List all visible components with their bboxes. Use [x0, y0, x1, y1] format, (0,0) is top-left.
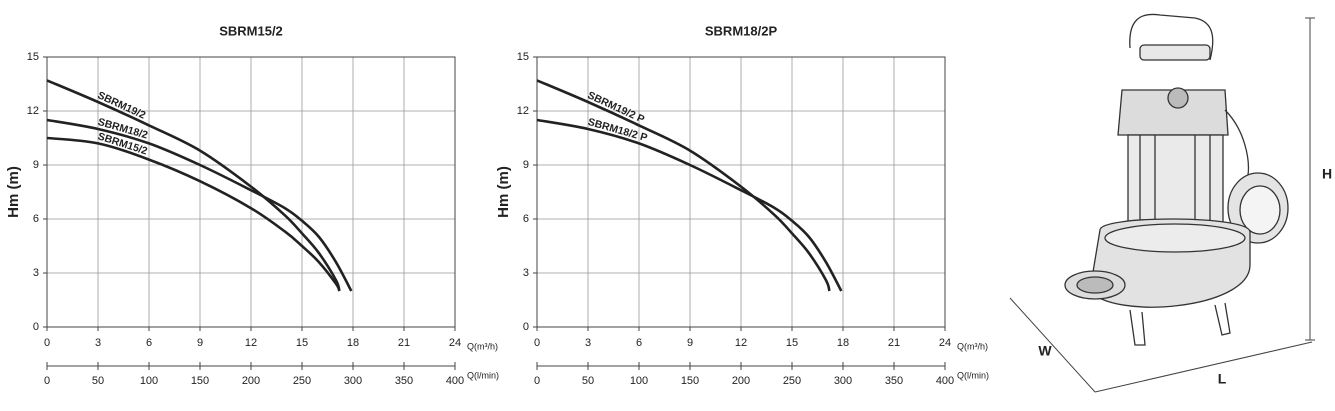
x-axis-label: Q(m³/h)	[957, 341, 988, 351]
x2-tick-label: 400	[936, 375, 954, 387]
x2-tick-label: 150	[191, 375, 209, 387]
x2-tick-label: 0	[44, 375, 50, 387]
x-tick-label: 6	[636, 337, 642, 349]
x-tick-label: 6	[146, 337, 152, 349]
dimension-lines	[1009, 17, 1315, 393]
y-tick-label: 3	[523, 267, 529, 279]
x2-tick-label: 0	[534, 375, 540, 387]
dimension-label: H	[1322, 166, 1332, 182]
x-tick-label: 18	[837, 337, 849, 349]
y-tick-label: 9	[523, 159, 529, 171]
plot-frame	[46, 56, 456, 328]
series-line	[46, 79, 341, 292]
y-tick-label: 0	[523, 321, 529, 333]
x2-tick-label: 300	[344, 375, 362, 387]
series-line	[536, 118, 843, 292]
x2-tick-label: 100	[630, 375, 648, 387]
x2-axis-label: Q(l/min)	[957, 370, 989, 380]
pump-drawing	[1064, 13, 1289, 346]
y-tick-label: 15	[517, 51, 529, 63]
series-line	[46, 118, 353, 292]
series-line	[46, 136, 341, 292]
x-axis-label: Q(m³/h)	[467, 341, 498, 351]
x2-tick-label: 300	[834, 375, 852, 387]
chart-title: SBRM18/2P	[705, 23, 778, 38]
x-tick-label: 12	[735, 337, 747, 349]
y-tick-label: 3	[33, 267, 39, 279]
dimension-label: W	[1038, 343, 1052, 359]
x2-tick-label: 50	[582, 375, 594, 387]
y-axis-label: Hm (m)	[495, 166, 512, 218]
x-tick-label: 12	[245, 337, 257, 349]
x2-tick-label: 350	[395, 375, 413, 387]
x-tick-label: 3	[585, 337, 591, 349]
x-tick-label: 21	[398, 337, 410, 349]
x-tick-label: 24	[449, 337, 461, 349]
x-tick-label: 24	[939, 337, 951, 349]
x-tick-label: 21	[888, 337, 900, 349]
x2-tick-label: 200	[732, 375, 750, 387]
x2-tick-label: 350	[885, 375, 903, 387]
x2-axis-label: Q(l/min)	[467, 370, 499, 380]
y-tick-label: 12	[27, 105, 39, 117]
x2-tick-label: 250	[293, 375, 311, 387]
x2-tick-label: 400	[446, 375, 464, 387]
x-tick-label: 0	[534, 337, 540, 349]
y-tick-label: 15	[27, 51, 39, 63]
y-tick-label: 6	[523, 213, 529, 225]
x-tick-label: 18	[347, 337, 359, 349]
x2-tick-label: 250	[783, 375, 801, 387]
x-tick-label: 0	[44, 337, 50, 349]
x2-tick-label: 100	[140, 375, 158, 387]
x-tick-label: 9	[687, 337, 693, 349]
series-line	[536, 79, 831, 292]
dimension-label: L	[1218, 371, 1227, 387]
x2-tick-label: 50	[92, 375, 104, 387]
y-axis-label: Hm (m)	[5, 166, 22, 218]
plot-frame	[536, 56, 946, 328]
x-tick-label: 9	[197, 337, 203, 349]
y-tick-label: 6	[33, 213, 39, 225]
y-tick-label: 9	[33, 159, 39, 171]
x2-tick-label: 200	[242, 375, 260, 387]
x2-tick-label: 150	[681, 375, 699, 387]
y-tick-label: 12	[517, 105, 529, 117]
x-tick-label: 15	[786, 337, 798, 349]
chart-title: SBRM15/2	[219, 23, 283, 38]
x-tick-label: 3	[95, 337, 101, 349]
y-tick-label: 0	[33, 321, 39, 333]
x-tick-label: 15	[296, 337, 308, 349]
